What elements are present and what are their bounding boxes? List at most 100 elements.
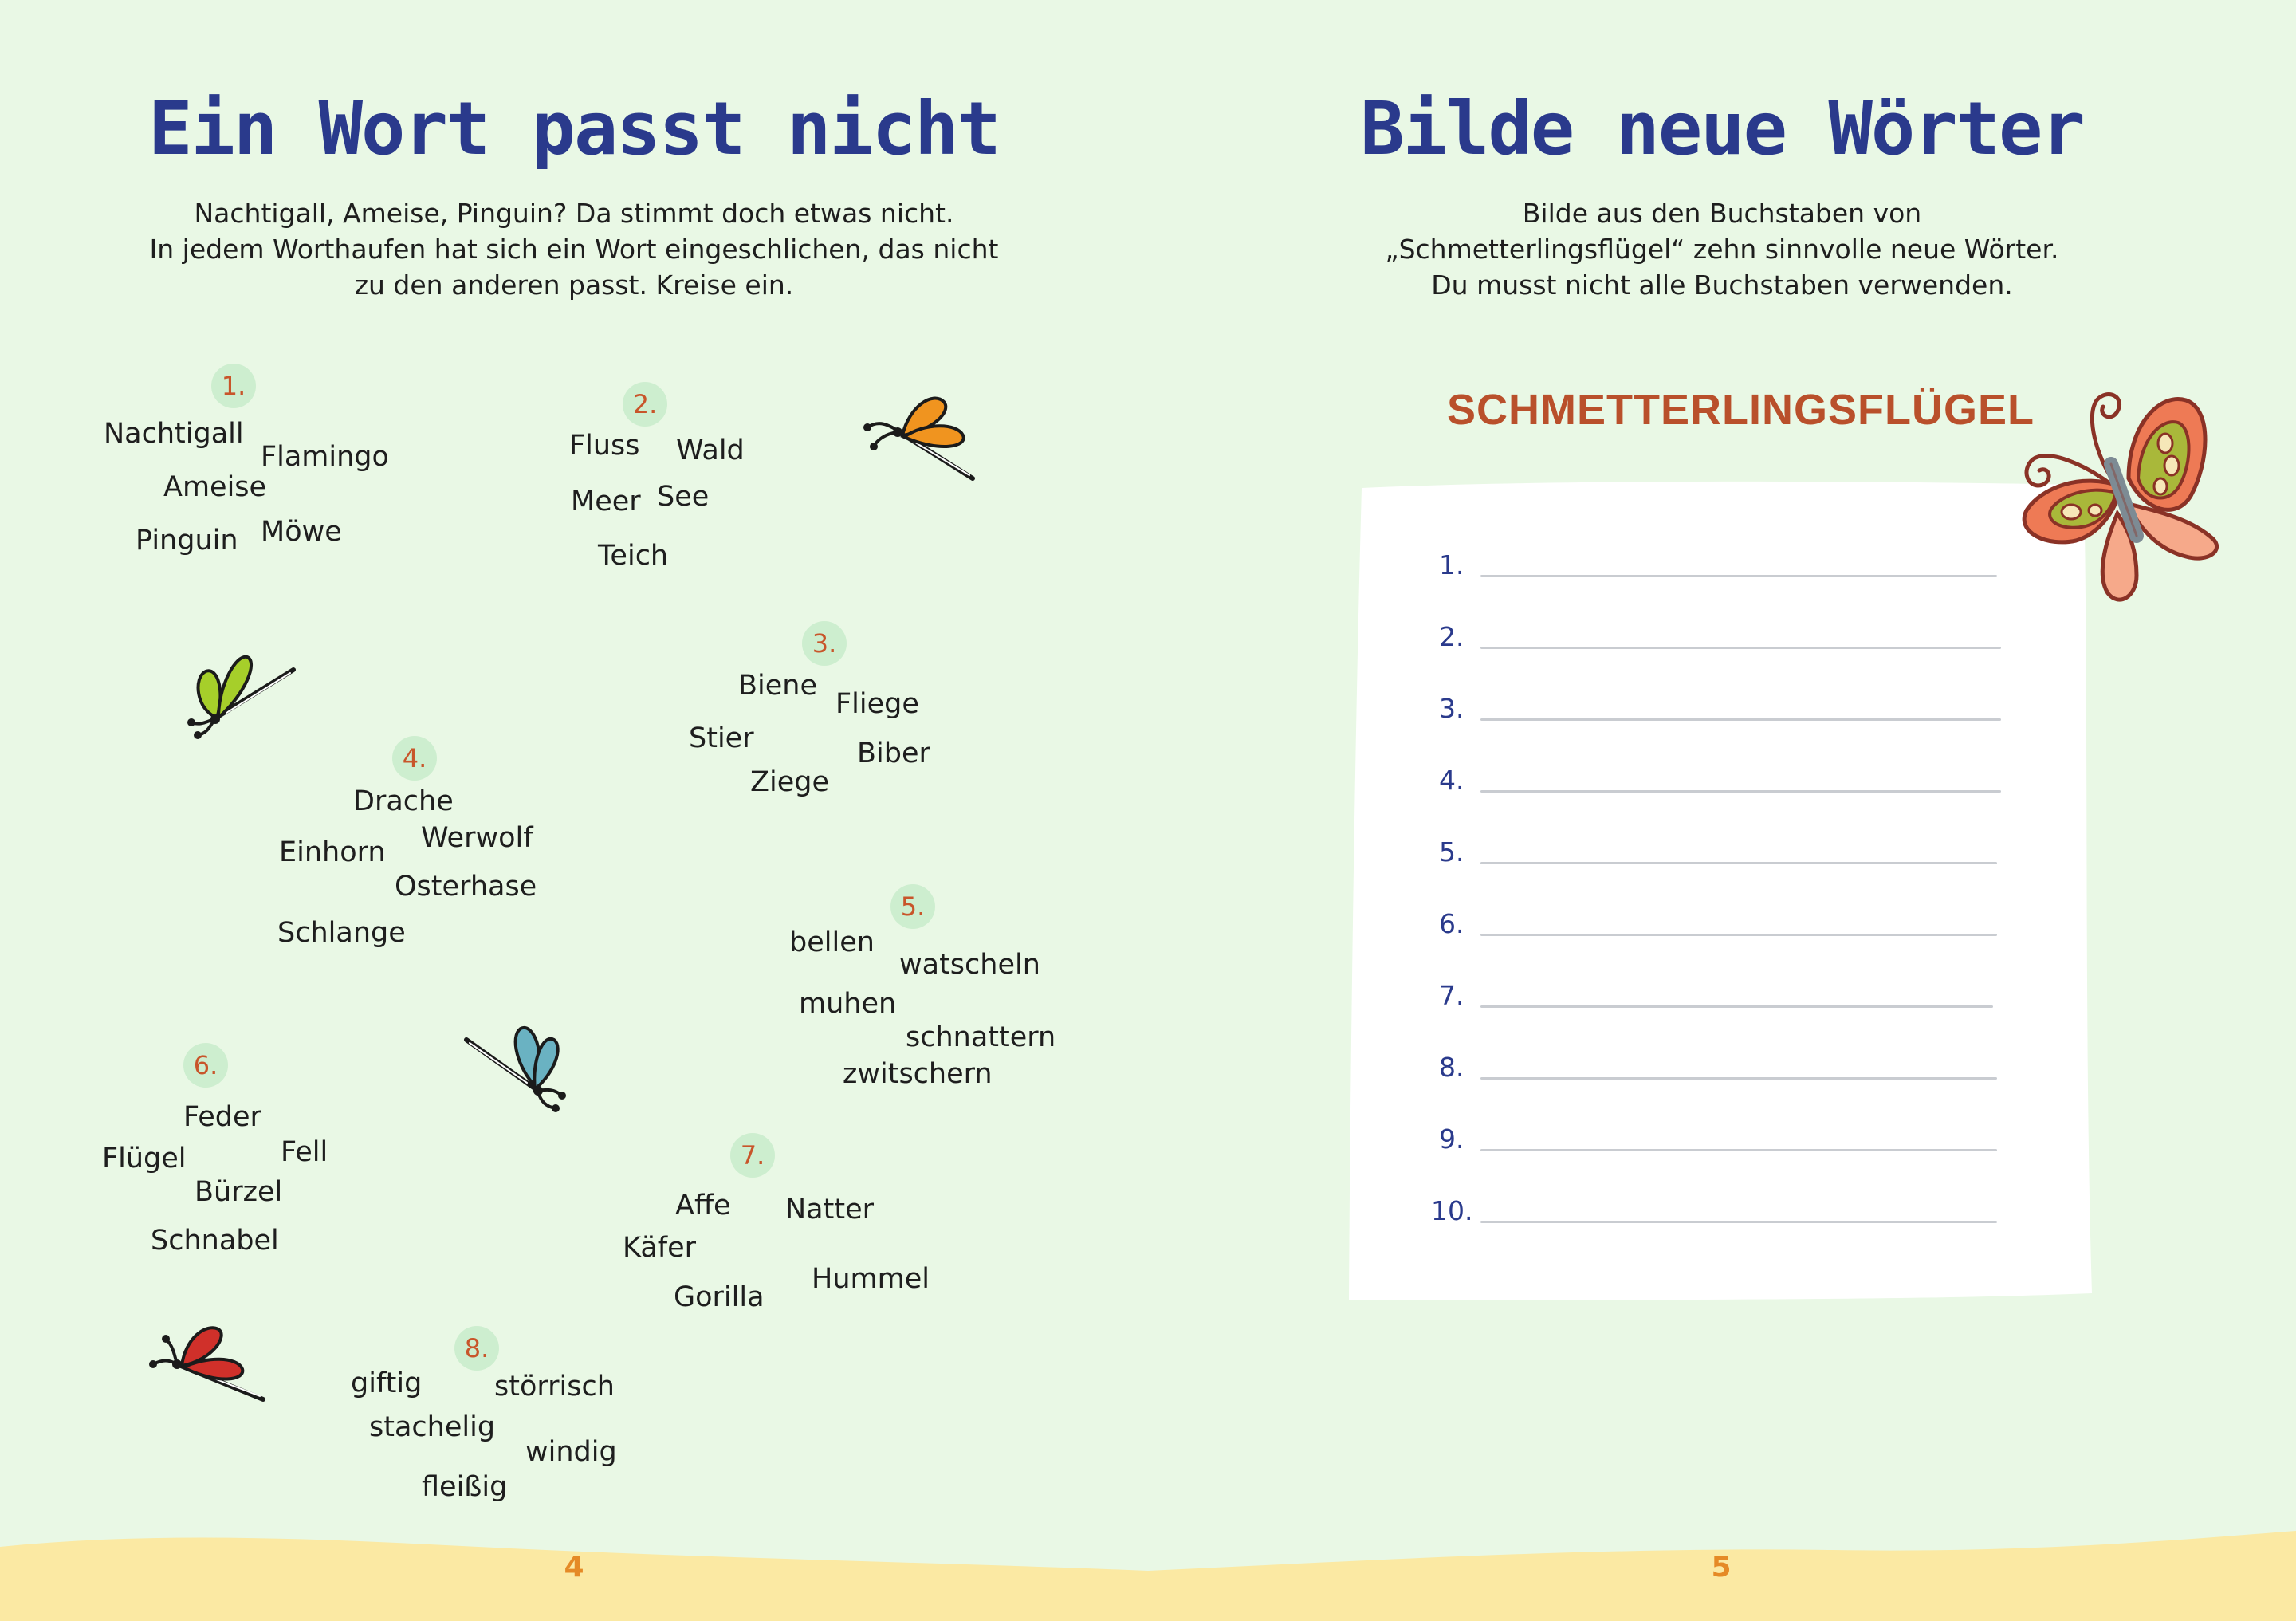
word[interactable]: Drache [353, 785, 454, 817]
answer-rule [1480, 647, 2001, 649]
answer-rule [1480, 1005, 1993, 1008]
line-number: 7. [1439, 980, 1464, 1011]
word[interactable]: Pinguin [136, 525, 238, 557]
word[interactable]: Meer [571, 486, 641, 517]
word[interactable]: Ameise [163, 471, 267, 503]
page-number-left: 4 [564, 1551, 584, 1584]
answer-rule [1480, 718, 2001, 721]
butterfly-orange-icon [863, 396, 975, 481]
group-number: 5. [890, 884, 935, 929]
word[interactable]: Teich [598, 540, 669, 572]
word[interactable]: Fell [281, 1136, 328, 1168]
word[interactable]: Einhorn [279, 836, 386, 868]
word[interactable]: Käfer [623, 1232, 697, 1264]
group-number: 6. [183, 1043, 228, 1088]
answer-rule [1480, 934, 1997, 936]
answer-line[interactable]: 9. [1439, 1116, 1997, 1164]
group-number: 7. [730, 1133, 775, 1178]
word[interactable]: Flamingo [261, 441, 389, 473]
answer-rule [1480, 862, 1997, 864]
group-number: 4. [392, 736, 437, 781]
answer-rule [1480, 1221, 1997, 1223]
butterfly-red-icon [149, 1326, 265, 1402]
right-intro-line: Du musst nicht alle Buchstaben verwenden… [1431, 270, 2013, 301]
answer-line[interactable]: 3. [1439, 686, 2001, 734]
word[interactable]: Nachtigall [104, 418, 244, 450]
right-intro: Bilde aus den Buchstaben von „Schmetterl… [1148, 195, 2296, 303]
word[interactable]: Osterhase [395, 871, 537, 903]
line-number: 10. [1431, 1195, 1473, 1226]
left-page-title: Ein Wort passt nicht [148, 86, 1001, 171]
word[interactable]: Bürzel [195, 1176, 283, 1208]
word[interactable]: störrisch [494, 1371, 615, 1403]
right-intro-line: Bilde aus den Buchstaben von [1522, 198, 1922, 229]
word[interactable]: stachelig [369, 1411, 496, 1443]
answer-rule [1480, 790, 2001, 793]
butterfly-large-icon [2022, 392, 2219, 602]
answer-line[interactable]: 4. [1439, 757, 2001, 805]
word[interactable]: fleißig [422, 1471, 508, 1503]
answer-sheet [1343, 478, 2094, 1304]
left-intro: Nachtigall, Ameise, Pinguin? Da stimmt d… [0, 195, 1148, 303]
word[interactable]: Wald [676, 435, 745, 466]
word[interactable]: Stier [689, 722, 754, 754]
answer-line[interactable]: 2. [1439, 614, 2001, 662]
word[interactable]: Werwolf [421, 822, 533, 854]
word[interactable]: See [657, 481, 710, 513]
line-number: 5. [1439, 836, 1464, 868]
line-number: 9. [1439, 1123, 1464, 1155]
word[interactable]: Fluss [569, 430, 640, 462]
word[interactable]: Ziege [750, 766, 829, 798]
answer-line[interactable]: 7. [1439, 973, 1993, 1021]
line-number: 3. [1439, 693, 1464, 724]
line-number: 2. [1439, 621, 1464, 652]
source-word: SCHMETTERLINGSFLÜGEL [1447, 386, 2035, 434]
answer-line[interactable]: 6. [1439, 901, 1997, 949]
word[interactable]: Hummel [812, 1263, 930, 1295]
butterfly-green-icon [187, 655, 296, 739]
answer-line[interactable]: 1. [1439, 542, 1997, 590]
word[interactable]: Möwe [261, 516, 342, 548]
word[interactable]: schnattern [906, 1021, 1056, 1053]
word[interactable]: muhen [799, 988, 897, 1020]
answer-line[interactable]: 10. [1431, 1188, 1997, 1236]
group-number: 8. [454, 1326, 499, 1371]
word[interactable]: zwitschern [843, 1058, 993, 1090]
word[interactable]: Flügel [102, 1143, 187, 1174]
line-number: 6. [1439, 908, 1464, 939]
group-number: 1. [211, 364, 256, 408]
left-page: Ein Wort passt nicht Nachtigall, Ameise,… [0, 86, 1148, 1503]
right-page-title: Bilde neue Wörter [1360, 86, 2086, 171]
answer-rule [1480, 1077, 1997, 1080]
word[interactable]: Natter [785, 1194, 874, 1226]
left-intro-line: zu den anderen passt. Kreise ein. [354, 270, 794, 301]
word[interactable]: Biene [738, 670, 817, 702]
word[interactable]: watscheln [899, 949, 1040, 981]
group-number: 2. [623, 382, 667, 427]
right-intro-line: „Schmetterlingsflügel“ zehn sinnvolle ne… [1385, 234, 2059, 265]
word[interactable]: Fliege [835, 688, 919, 720]
word[interactable]: Feder [183, 1101, 261, 1133]
word[interactable]: bellen [789, 927, 875, 958]
answer-line[interactable]: 8. [1439, 1045, 1997, 1092]
word[interactable]: giftig [351, 1367, 423, 1399]
word[interactable]: windig [525, 1436, 617, 1468]
word[interactable]: Schnabel [151, 1225, 279, 1257]
answer-rule [1480, 575, 1997, 577]
bottom-wave-decoration [0, 1531, 2296, 1621]
line-number: 8. [1439, 1052, 1464, 1083]
left-intro-line: Nachtigall, Ameise, Pinguin? Da stimmt d… [194, 198, 954, 229]
page-number-right: 5 [1711, 1551, 1732, 1584]
word[interactable]: Biber [857, 738, 930, 769]
answer-rule [1480, 1149, 1997, 1151]
butterfly-blue-icon [464, 1025, 566, 1112]
word[interactable]: Affe [675, 1190, 731, 1222]
line-number: 4. [1439, 765, 1464, 796]
word[interactable]: Schlange [277, 917, 406, 949]
word[interactable]: Gorilla [674, 1281, 765, 1313]
left-intro-line: In jedem Worthaufen hat sich ein Wort ei… [149, 234, 999, 265]
answer-line[interactable]: 5. [1439, 829, 1997, 877]
line-number: 1. [1439, 549, 1464, 580]
answer-sheet-background [1349, 481, 2092, 1300]
group-number: 3. [802, 621, 847, 666]
